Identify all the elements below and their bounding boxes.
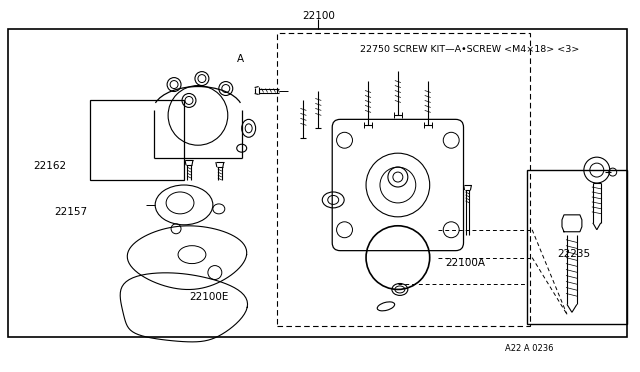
Text: 22750 SCREW KIT—A•SCREW <M4×18> <3>: 22750 SCREW KIT—A•SCREW <M4×18> <3> xyxy=(360,45,579,54)
Text: 22100E: 22100E xyxy=(189,292,229,302)
Bar xyxy=(276,33,530,326)
Text: 22235: 22235 xyxy=(557,250,590,259)
Text: A22 A 0236: A22 A 0236 xyxy=(506,344,554,353)
Bar xyxy=(527,170,627,324)
Bar xyxy=(8,29,627,337)
Text: 22100: 22100 xyxy=(302,11,335,21)
Bar xyxy=(90,100,184,180)
Text: 22162: 22162 xyxy=(34,161,67,171)
Text: A: A xyxy=(237,54,244,64)
Text: 22157: 22157 xyxy=(55,207,88,217)
Text: 22100A: 22100A xyxy=(445,258,486,268)
